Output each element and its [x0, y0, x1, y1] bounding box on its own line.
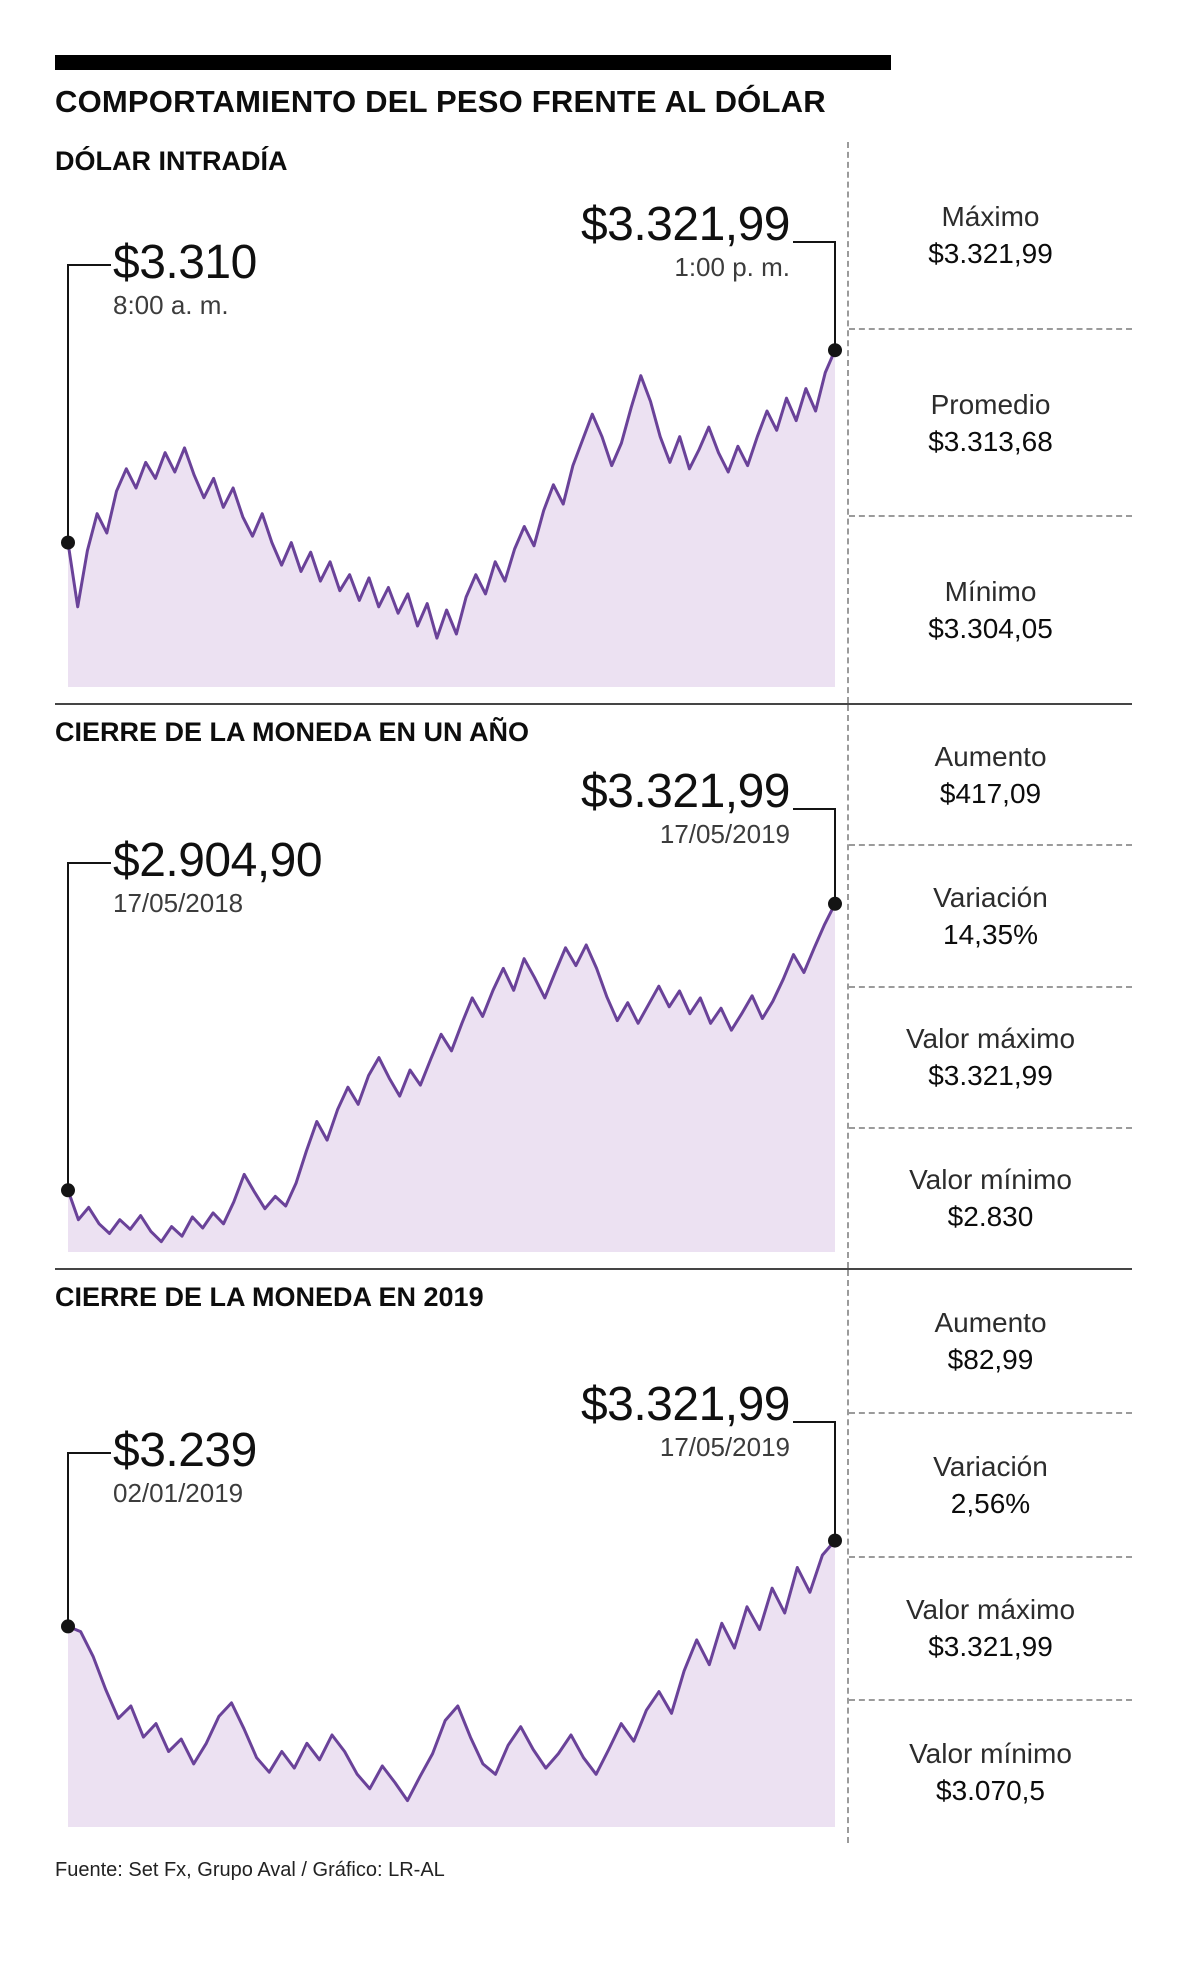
- stat-variacion: Variación 14,35%: [849, 844, 1132, 985]
- stat-maximo: Máximo $3.321,99: [849, 142, 1132, 328]
- section-heading-2019: CIERRE DE LA MONEDA EN 2019: [55, 1282, 484, 1312]
- end-annotation: $3.321,99 17/05/2019: [580, 1378, 791, 1463]
- annotation-value: $3.321,99: [580, 1378, 791, 1431]
- one-year-chart-area: CIERRE DE LA MONEDA EN UN AÑO $2.904,90 …: [55, 705, 847, 1268]
- annotation-value: $3.310: [113, 236, 257, 289]
- start-annotation: $3.310 8:00 a. m.: [113, 236, 257, 321]
- page-title: COMPORTAMIENTO DEL PESO FRENTE AL DÓLAR: [55, 84, 826, 119]
- stat-value: $3.070,5: [936, 1775, 1045, 1807]
- section-2019: CIERRE DE LA MONEDA EN 2019 $3.239 02/01…: [55, 1268, 1132, 1843]
- stat-valor-minimo: Valor mínimo $2.830: [849, 1126, 1132, 1268]
- stat-value: $3.321,99: [928, 237, 1053, 269]
- section-heading-intraday: DÓLAR INTRADÍA: [55, 146, 288, 176]
- stat-label: Aumento: [934, 1306, 1047, 1338]
- ytd-chart: [61, 1421, 842, 1827]
- stats-panel-one-year: Aumento $417,09 Variación 14,35% Valor m…: [847, 705, 1132, 1268]
- masthead-bar: [55, 55, 891, 70]
- stat-label: Valor máximo: [905, 1594, 1076, 1626]
- stat-label: Mínimo: [944, 576, 1037, 608]
- stat-value: $3.304,05: [928, 613, 1053, 645]
- stat-value: 14,35%: [943, 918, 1038, 950]
- stat-valor-maximo: Valor máximo $3.321,99: [849, 1555, 1132, 1700]
- annotation-value: $3.321,99: [580, 198, 791, 251]
- start-annotation: $2.904,90 17/05/2018: [113, 834, 323, 919]
- end-annotation: $3.321,99 17/05/2019: [580, 765, 791, 850]
- start-annotation: $3.239 02/01/2019: [113, 1424, 257, 1509]
- stat-value: $3.321,99: [928, 1060, 1053, 1092]
- stat-value: $3.313,68: [928, 425, 1053, 457]
- stat-aumento: Aumento $417,09: [849, 705, 1132, 844]
- stats-panel-intraday: Máximo $3.321,99 Promedio $3.313,68 Míni…: [847, 142, 1132, 703]
- source-credit: Fuente: Set Fx, Grupo Aval / Gráfico: LR…: [55, 1859, 445, 1881]
- stat-aumento: Aumento $82,99: [849, 1270, 1132, 1412]
- stat-label: Promedio: [930, 388, 1051, 420]
- stat-label: Variación: [933, 881, 1048, 913]
- annotation-value: $3.239: [113, 1424, 257, 1477]
- annotation-sublabel: 8:00 a. m.: [113, 290, 229, 320]
- stat-label: Aumento: [934, 740, 1047, 772]
- ytd-chart-area: CIERRE DE LA MONEDA EN 2019 $3.239 02/01…: [55, 1270, 847, 1843]
- section-heading-one-year: CIERRE DE LA MONEDA EN UN AÑO: [55, 717, 530, 747]
- sections-container: DÓLAR INTRADÍA $3.310 8:00 a. m. $3.321,…: [55, 142, 1132, 1843]
- stat-value: $2.830: [947, 1201, 1034, 1233]
- stat-label: Variación: [933, 1450, 1048, 1482]
- stat-label: Máximo: [941, 200, 1040, 232]
- section-intraday: DÓLAR INTRADÍA $3.310 8:00 a. m. $3.321,…: [55, 142, 1132, 703]
- stat-value: 2,56%: [950, 1487, 1031, 1519]
- stat-minimo: Mínimo $3.304,05: [849, 515, 1132, 703]
- stats-panel-2019: Aumento $82,99 Variación 2,56% Valor máx…: [847, 1270, 1132, 1843]
- annotation-sublabel: 1:00 p. m.: [674, 252, 790, 282]
- annotation-value: $2.904,90: [113, 834, 323, 887]
- end-annotation: $3.321,99 1:00 p. m.: [580, 198, 791, 283]
- stat-valor-maximo: Valor máximo $3.321,99: [849, 985, 1132, 1127]
- stat-value: $82,99: [947, 1343, 1034, 1375]
- section-one-year: CIERRE DE LA MONEDA EN UN AÑO $2.904,90 …: [55, 703, 1132, 1268]
- stat-value: $3.321,99: [928, 1631, 1053, 1663]
- annotation-value: $3.321,99: [580, 765, 791, 818]
- stat-variacion: Variación 2,56%: [849, 1411, 1132, 1556]
- stat-valor-minimo: Valor mínimo $3.070,5: [849, 1699, 1132, 1843]
- annotation-sublabel: 02/01/2019: [113, 1478, 244, 1508]
- annotation-sublabel: 17/05/2019: [659, 819, 790, 849]
- intraday-chart-area: DÓLAR INTRADÍA $3.310 8:00 a. m. $3.321,…: [55, 142, 847, 703]
- stat-label: Valor mínimo: [909, 1738, 1072, 1770]
- stat-value: $417,09: [939, 777, 1042, 809]
- annotation-sublabel: 17/05/2019: [659, 1432, 790, 1462]
- stat-label: Valor máximo: [905, 1023, 1076, 1055]
- stat-promedio: Promedio $3.313,68: [849, 327, 1132, 516]
- stat-label: Valor mínimo: [909, 1164, 1072, 1196]
- annotation-sublabel: 17/05/2018: [113, 888, 244, 918]
